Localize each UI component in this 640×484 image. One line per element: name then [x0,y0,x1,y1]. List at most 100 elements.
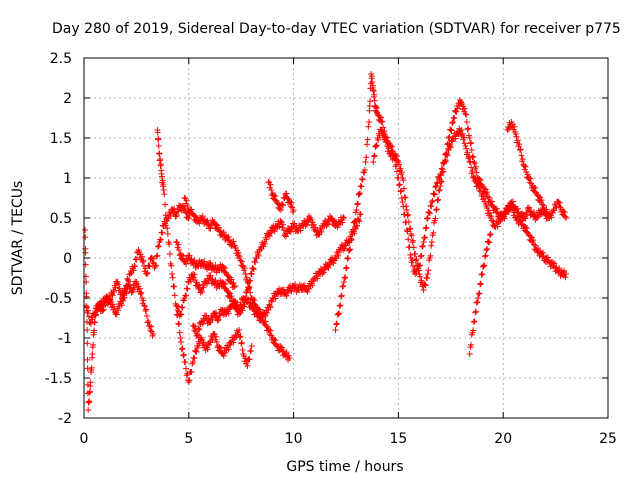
data-point-interp [268,332,275,339]
data-point-interp [334,311,341,318]
data-point-interp [513,133,520,140]
data-point-interp [175,208,182,215]
data-point-interp [447,143,454,149]
data-point-interp [213,339,220,345]
data-point-interp [285,289,292,296]
data-point-interp [303,221,310,228]
data-point-interp [279,201,286,208]
data-point-interp [206,341,213,348]
data-point-interp [422,282,429,289]
data-point-interp [196,285,203,292]
data-point-interp [262,318,269,325]
data-point-interp [171,292,178,299]
data-point-interp [255,252,262,259]
data-point [516,147,523,153]
data-point-interp [106,297,113,304]
data-point-interp [469,168,476,175]
y-tick-label: 1 [63,171,72,187]
data-point-interp [523,211,530,218]
data-point-interp [222,281,229,288]
data-point-interp [493,205,500,212]
data-point [428,239,435,245]
data-point-interp [249,265,256,272]
data-point-interp [207,225,214,232]
data-point-interp [186,252,193,259]
data-point-interp [562,213,569,220]
data-point-interp [530,241,537,248]
data-point-interp [322,266,329,273]
data-point-interp [339,283,346,290]
data-point-interp [285,196,292,203]
data-point-interp [178,252,185,259]
data-point-interp [188,368,195,375]
data-point [290,207,297,213]
data-point-interp [335,252,342,259]
data-point-interp [251,297,258,304]
data-point-interp [465,125,472,132]
data-point-interp [421,234,428,241]
data-point-interp [306,215,313,222]
data-point-interp [192,328,199,335]
data-point-interp [514,205,521,212]
data-point-interp [222,269,229,276]
data-point-interp [447,127,454,133]
data-point-interp [530,237,537,244]
data-point-interp [173,302,180,309]
data-point-interp [268,187,275,193]
data-point-interp [230,339,237,346]
data-point-interp [263,323,270,329]
data-point-interp [238,302,245,309]
data-point-interp [234,304,241,311]
series-arc-10 [370,125,570,281]
data-point-interp [537,194,544,201]
data-point-interp [154,252,161,259]
data-point-interp [451,115,458,122]
data-point [311,227,318,233]
data-point-interp [436,176,443,183]
data-point-interp [471,160,478,167]
data-point-interp [409,257,416,264]
data-point-interp [477,177,484,184]
data-point-interp [449,138,456,145]
data-point-interp [246,356,253,363]
data-point-interp [409,239,416,246]
data-point-interp [291,220,298,227]
data-point-interp [530,209,537,216]
data-point-interp [344,255,351,262]
data-point-interp [438,172,445,179]
data-point-interp [167,212,174,219]
data-point-interp [145,318,152,325]
data-point-interp [228,276,235,283]
x-tick-label: 10 [285,431,303,447]
data-point-interp [240,303,247,310]
data-point-interp [179,304,186,311]
data-point-interp [231,242,238,249]
data-point [231,283,238,289]
data-point-interp [171,283,178,290]
data-point-interp [225,273,232,280]
data-point-interp [365,123,372,130]
data-point-interp [230,238,237,245]
series-arc-8 [265,179,297,215]
data-point-interp [199,213,206,220]
data-point-interp [238,258,245,265]
data-point-interp [291,281,298,288]
data-point-interp [171,209,178,216]
data-point-interp [271,192,278,199]
data-point-interp [379,118,386,125]
data-point-interp [284,195,291,201]
data-point-interp [82,249,89,256]
data-point-interp [243,289,250,296]
data-point-interp [442,157,449,163]
data-point-interp [545,212,552,219]
data-point-interp [369,79,376,85]
data-point-interp [220,280,227,287]
data-point-interp [446,133,453,140]
data-point-interp [477,281,484,288]
data-point [112,311,119,317]
data-point-interp [560,208,567,215]
data-point-interp [396,181,403,188]
data-point-interp [94,307,101,314]
data-point [139,259,146,265]
data-point-interp [143,313,150,319]
